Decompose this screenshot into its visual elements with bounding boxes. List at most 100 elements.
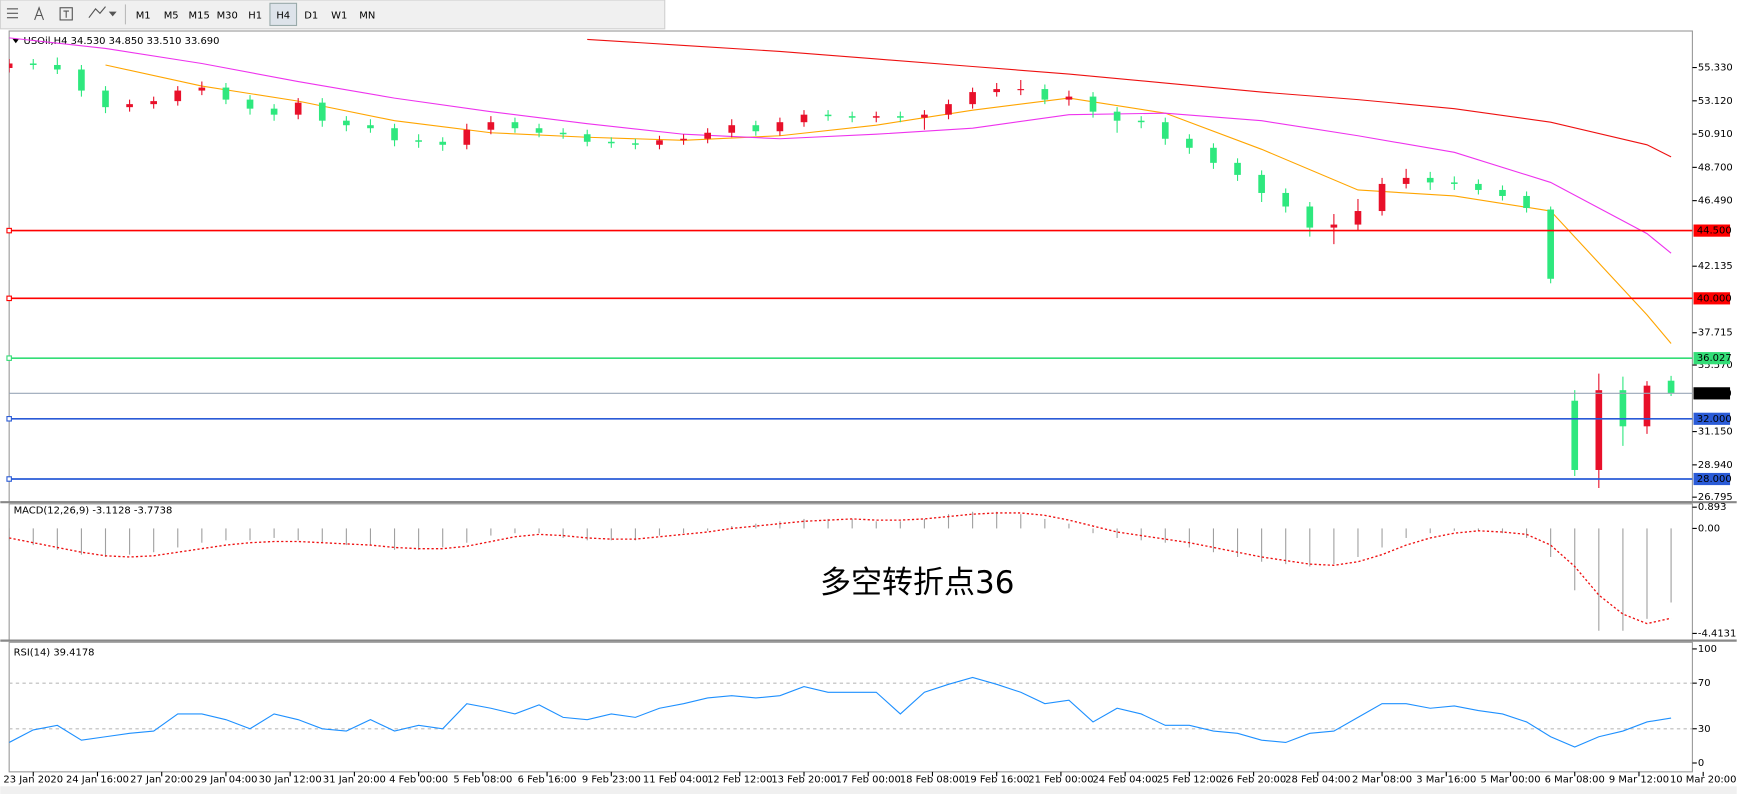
y-tick-label: -4.4131: [1698, 628, 1736, 639]
timeframe-label[interactable]: M15: [189, 11, 210, 22]
candle-body: [1643, 385, 1651, 427]
timeframe-label[interactable]: W1: [331, 11, 347, 22]
x-tick-label: 12 Feb 12:00: [707, 775, 772, 786]
candle-body: [1065, 96, 1073, 100]
candle-body: [174, 90, 182, 102]
x-tick-label: 24 Jan 16:00: [66, 775, 129, 786]
candle-body: [102, 90, 109, 108]
x-tick-label: 29 Jan 04:00: [194, 775, 257, 786]
x-tick-label: 27 Jan 20:00: [130, 775, 193, 786]
toolbar-icons: [6, 4, 126, 25]
x-tick-label: 17 Feb 00:00: [836, 775, 901, 786]
x-tick-label: 6 Mar 08:00: [1545, 775, 1605, 786]
candle-body: [511, 122, 519, 129]
level-label: 32.000: [1697, 414, 1732, 425]
x-tick-label: 25 Feb 12:00: [1157, 775, 1222, 786]
x-tick-label: 24 Feb 04:00: [1092, 775, 1157, 786]
icon-label[interactable]: [59, 7, 73, 21]
candle-body: [54, 64, 61, 70]
candle-body: [656, 140, 663, 145]
candle-body: [1234, 162, 1241, 175]
candle-body: [1113, 111, 1121, 121]
x-tick-label: 9 Mar 12:00: [1609, 775, 1669, 786]
candle-body: [343, 120, 350, 126]
candle-body: [897, 116, 904, 118]
candle-body: [1282, 192, 1290, 207]
timeframe-button[interactable]: [269, 2, 298, 27]
panel-title: RSI(14) 39.4178: [14, 647, 95, 658]
y-tick-label: 35.570: [1698, 360, 1733, 371]
x-tick-label: 2 Mar 08:00: [1352, 775, 1412, 786]
candle-body: [1667, 380, 1675, 394]
y-tick-label: 0: [1698, 758, 1704, 769]
y-tick-label: 26.795: [1698, 492, 1733, 503]
candle-body: [1161, 122, 1169, 139]
candle-body: [463, 129, 471, 145]
candle-body: [439, 141, 447, 145]
x-tick-label: 5 Mar 00:00: [1480, 775, 1540, 786]
timeframe-label[interactable]: M5: [164, 11, 179, 22]
price-label-bg: [1693, 387, 1731, 400]
candle-body: [222, 87, 230, 100]
y-tick-label: 53.120: [1698, 96, 1733, 107]
level-label: 40.000: [1697, 293, 1732, 304]
candle-body: [1089, 96, 1097, 112]
candle-body: [969, 92, 976, 105]
timeframe-label[interactable]: M1: [136, 11, 151, 22]
candle-body: [559, 132, 567, 135]
candle-body: [1426, 177, 1434, 183]
candle-body: [1547, 209, 1554, 279]
candle-body: [9, 63, 13, 68]
x-tick-label: 23 Jan 2020: [3, 775, 63, 786]
plot-area: [9, 37, 1675, 489]
candle-body: [848, 116, 856, 118]
candle-body: [535, 128, 543, 133]
candle-body: [1499, 189, 1506, 196]
candle-body: [993, 89, 1001, 93]
candle-body: [1137, 120, 1145, 123]
x-tick-label: 28 Feb 04:00: [1285, 775, 1350, 786]
level-anchor: [6, 227, 12, 234]
y-tick-label: 46.490: [1698, 196, 1733, 207]
timeframe-label[interactable]: H1: [248, 11, 262, 22]
y-tick-label: 30: [1698, 724, 1711, 735]
candle-body: [415, 140, 422, 142]
timeframe-label[interactable]: M30: [217, 11, 238, 22]
candle-body: [1378, 183, 1386, 212]
moving-average: [587, 38, 1672, 158]
candle-body: [1475, 183, 1482, 190]
plot-area: [9, 511, 1672, 631]
candle-body: [1330, 224, 1338, 228]
y-tick-label: 0.00: [1698, 523, 1720, 534]
scroll-bar[interactable]: [0, 786, 1737, 794]
candle-body: [1354, 211, 1362, 225]
candle-body: [294, 102, 302, 115]
y-tick-label: 70: [1698, 678, 1711, 689]
candle-body: [1186, 138, 1193, 148]
timeframe-label[interactable]: MN: [359, 11, 375, 22]
candle-body: [1306, 206, 1314, 228]
icon-label-t[interactable]: [63, 10, 69, 18]
candle-body: [680, 138, 687, 141]
icon-arrows[interactable]: [88, 6, 106, 19]
icon-text[interactable]: [34, 6, 45, 21]
candle-body: [945, 104, 952, 115]
candle-body: [1017, 89, 1025, 91]
icon-dropdown[interactable]: [108, 11, 117, 17]
y-tick-label: 37.715: [1698, 328, 1733, 339]
x-tick-label: 3 Mar 16:00: [1416, 775, 1476, 786]
level-label-bg: [1693, 292, 1731, 305]
level-anchor: [6, 416, 12, 422]
x-tick-label: 9 Feb 23:00: [582, 775, 641, 786]
candle-body: [921, 114, 928, 118]
timeframe-label[interactable]: D1: [304, 11, 318, 22]
level-label-bg: [1693, 352, 1731, 365]
candle-body: [800, 114, 808, 123]
timeframe-label[interactable]: H4: [276, 11, 290, 22]
x-tick-label: 4 Feb 00:00: [389, 775, 448, 786]
level-label-bg: [1693, 412, 1731, 425]
price-label: 33.690: [1697, 388, 1732, 399]
candle-body: [1450, 182, 1458, 184]
level-anchor: [6, 295, 12, 302]
